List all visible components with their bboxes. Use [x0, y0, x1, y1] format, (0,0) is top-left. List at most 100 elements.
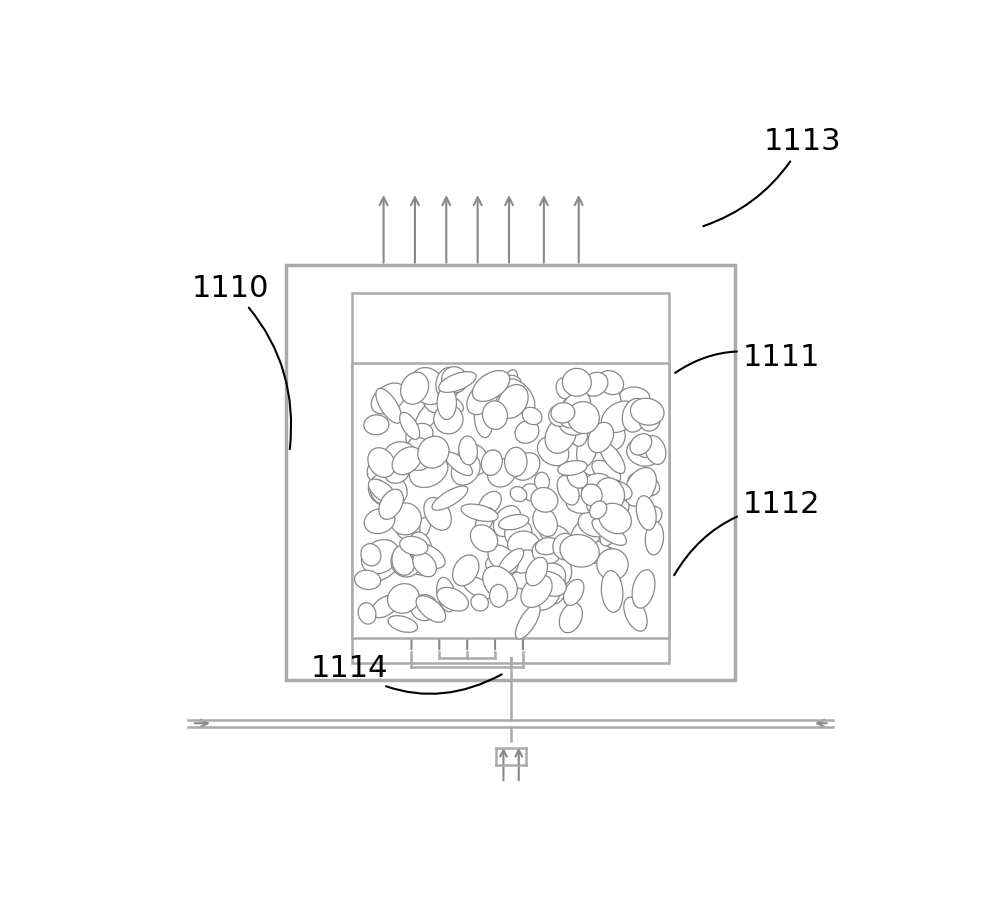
- Ellipse shape: [535, 571, 566, 596]
- Ellipse shape: [537, 563, 566, 590]
- Ellipse shape: [515, 604, 540, 639]
- Ellipse shape: [600, 481, 629, 516]
- Ellipse shape: [414, 397, 443, 433]
- Ellipse shape: [587, 499, 618, 520]
- Ellipse shape: [581, 473, 612, 497]
- Ellipse shape: [619, 387, 650, 408]
- Ellipse shape: [388, 584, 419, 614]
- Ellipse shape: [591, 483, 625, 509]
- Ellipse shape: [445, 452, 472, 476]
- Ellipse shape: [592, 418, 625, 451]
- Ellipse shape: [392, 545, 415, 576]
- Ellipse shape: [463, 576, 494, 599]
- Ellipse shape: [566, 496, 594, 513]
- Ellipse shape: [392, 447, 421, 475]
- Ellipse shape: [644, 506, 662, 525]
- Ellipse shape: [531, 488, 558, 512]
- Ellipse shape: [487, 459, 516, 487]
- Ellipse shape: [510, 570, 540, 589]
- Ellipse shape: [562, 368, 591, 396]
- Ellipse shape: [406, 424, 433, 447]
- Ellipse shape: [436, 367, 461, 400]
- Ellipse shape: [503, 379, 535, 414]
- Ellipse shape: [532, 539, 561, 565]
- Ellipse shape: [526, 557, 548, 586]
- Ellipse shape: [472, 370, 510, 402]
- Ellipse shape: [389, 503, 421, 535]
- Ellipse shape: [595, 478, 625, 510]
- Ellipse shape: [571, 425, 587, 446]
- Ellipse shape: [602, 548, 621, 573]
- Ellipse shape: [558, 461, 587, 475]
- Ellipse shape: [604, 480, 627, 504]
- Ellipse shape: [424, 498, 451, 530]
- Ellipse shape: [401, 372, 429, 405]
- Ellipse shape: [470, 525, 498, 552]
- Ellipse shape: [409, 455, 448, 488]
- Ellipse shape: [498, 385, 528, 418]
- Ellipse shape: [408, 532, 432, 565]
- Ellipse shape: [361, 544, 381, 566]
- Ellipse shape: [512, 452, 540, 481]
- Ellipse shape: [620, 404, 659, 424]
- Ellipse shape: [581, 484, 602, 506]
- Ellipse shape: [522, 407, 542, 424]
- Ellipse shape: [394, 594, 412, 610]
- Bar: [286, 265, 735, 680]
- Ellipse shape: [410, 367, 445, 405]
- Ellipse shape: [408, 437, 434, 457]
- Ellipse shape: [515, 421, 539, 443]
- Ellipse shape: [403, 381, 434, 402]
- Ellipse shape: [560, 391, 590, 428]
- Ellipse shape: [625, 468, 656, 506]
- Ellipse shape: [442, 367, 468, 393]
- Ellipse shape: [355, 570, 381, 589]
- Ellipse shape: [557, 476, 579, 505]
- Ellipse shape: [491, 581, 510, 602]
- Ellipse shape: [559, 410, 589, 435]
- Ellipse shape: [486, 376, 521, 397]
- Bar: [352, 363, 669, 638]
- Ellipse shape: [375, 450, 395, 479]
- Ellipse shape: [423, 392, 439, 413]
- Ellipse shape: [513, 550, 536, 573]
- Ellipse shape: [563, 482, 594, 501]
- Ellipse shape: [371, 595, 399, 618]
- Ellipse shape: [471, 594, 488, 611]
- Ellipse shape: [560, 535, 599, 567]
- Ellipse shape: [493, 506, 521, 537]
- Ellipse shape: [498, 548, 524, 575]
- Ellipse shape: [474, 403, 492, 438]
- Ellipse shape: [562, 473, 594, 500]
- Ellipse shape: [577, 428, 598, 467]
- Ellipse shape: [535, 472, 549, 491]
- Ellipse shape: [590, 501, 607, 519]
- Ellipse shape: [630, 398, 664, 425]
- Ellipse shape: [505, 519, 532, 548]
- Ellipse shape: [624, 597, 647, 631]
- Ellipse shape: [521, 484, 541, 501]
- Ellipse shape: [517, 538, 538, 566]
- Ellipse shape: [535, 538, 559, 555]
- Text: 1114: 1114: [310, 653, 502, 694]
- Ellipse shape: [439, 372, 476, 393]
- Ellipse shape: [368, 448, 395, 477]
- Ellipse shape: [483, 566, 517, 601]
- Ellipse shape: [437, 587, 468, 611]
- Ellipse shape: [361, 539, 399, 574]
- Ellipse shape: [459, 436, 477, 465]
- Ellipse shape: [583, 372, 608, 396]
- Ellipse shape: [571, 518, 603, 549]
- Ellipse shape: [540, 548, 572, 586]
- Ellipse shape: [453, 555, 479, 586]
- Ellipse shape: [588, 423, 614, 452]
- Ellipse shape: [597, 548, 628, 580]
- Ellipse shape: [499, 515, 529, 529]
- Ellipse shape: [627, 438, 661, 466]
- Ellipse shape: [432, 486, 468, 510]
- Ellipse shape: [568, 402, 599, 433]
- Ellipse shape: [559, 603, 582, 633]
- Ellipse shape: [479, 491, 501, 515]
- Ellipse shape: [500, 370, 518, 399]
- Ellipse shape: [407, 546, 436, 575]
